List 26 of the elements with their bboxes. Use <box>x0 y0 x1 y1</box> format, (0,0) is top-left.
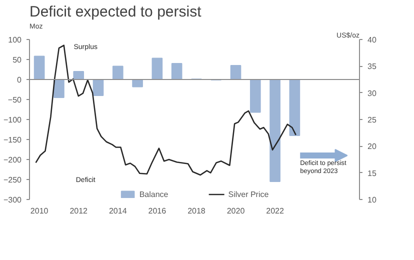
x-tick-label: 2014 <box>108 206 128 216</box>
x-tick-label: 2022 <box>266 206 284 216</box>
y2-tick-label: 10 <box>368 196 377 204</box>
y-tick-label: −100 <box>3 116 22 124</box>
y-tick-label: −200 <box>3 156 22 164</box>
y2-tick-label: 40 <box>368 36 377 44</box>
legend-label: Silver Price <box>228 189 269 199</box>
y-tick-label: 100 <box>8 36 22 44</box>
y2-tick-label: 30 <box>368 88 377 98</box>
x-tick-label: 2012 <box>70 206 88 216</box>
y-tick-label: −150 <box>3 136 22 144</box>
y2-tick-label: 20 <box>368 142 377 152</box>
chart-title: Deficit expected to persist <box>30 4 202 20</box>
x-tick-label: 2016 <box>148 206 167 216</box>
x-tick-label: 2018 <box>188 206 206 216</box>
y-tick-label: 0 <box>17 76 22 84</box>
y-tick-label: −300 <box>3 196 22 204</box>
y-tick-label: −250 <box>3 176 22 184</box>
y2-tick-label: 35 <box>368 62 377 72</box>
y2-tick-label: 15 <box>368 168 377 178</box>
y-tick-label: 50 <box>12 56 22 64</box>
y-tick-label: −50 <box>8 96 22 104</box>
legend-label: Balance <box>139 189 168 199</box>
y2-tick-label: 25 <box>368 116 377 124</box>
x-tick-label: 2010 <box>30 206 49 216</box>
x-tick-label: 2020 <box>226 206 246 216</box>
